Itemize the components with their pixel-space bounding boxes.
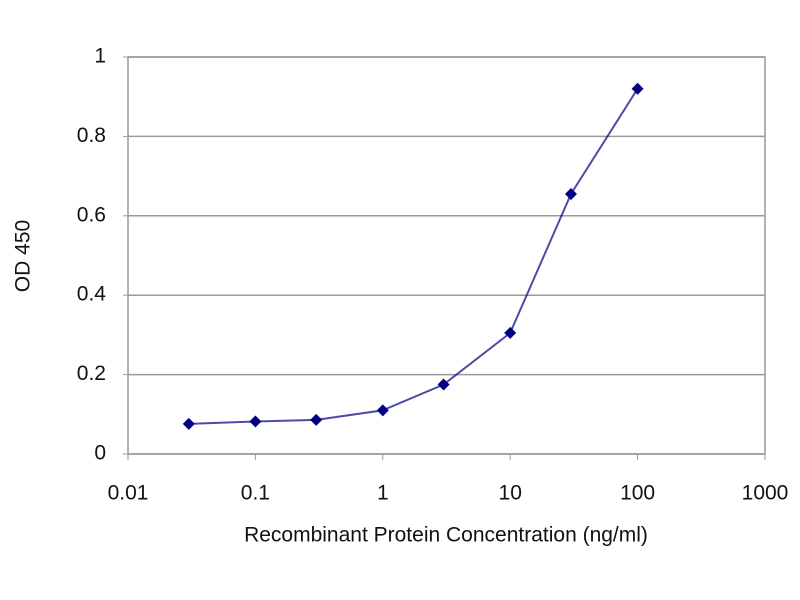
data-point — [631, 82, 644, 95]
x-tick-label: 100 — [620, 482, 655, 505]
y-tick-label: 0 — [94, 442, 106, 465]
x-tick-label: 0.01 — [108, 482, 149, 505]
plot-area — [127, 56, 766, 455]
x-tick-label: 1 — [377, 482, 389, 505]
y-tick-label: 0.8 — [77, 124, 106, 147]
x-tick-label: 1000 — [742, 482, 789, 505]
data-point — [310, 413, 323, 426]
y-tick-label: 0.6 — [77, 203, 106, 226]
data-point — [376, 404, 389, 417]
x-tick-label: 0.1 — [241, 482, 270, 505]
y-tick-label: 0.2 — [77, 362, 106, 385]
data-point — [564, 187, 577, 200]
series-line — [188, 88, 639, 425]
y-axis-label: OD 450 — [12, 220, 35, 292]
y-tick-label: 1 — [94, 45, 106, 68]
data-point — [504, 326, 517, 339]
data-point — [182, 417, 195, 430]
data-point — [437, 378, 450, 391]
x-tick-label: 10 — [499, 482, 522, 505]
x-axis-label: Recombinant Protein Concentration (ng/ml… — [244, 524, 648, 547]
data-point — [249, 415, 262, 428]
y-tick-label: 0.4 — [77, 283, 107, 306]
